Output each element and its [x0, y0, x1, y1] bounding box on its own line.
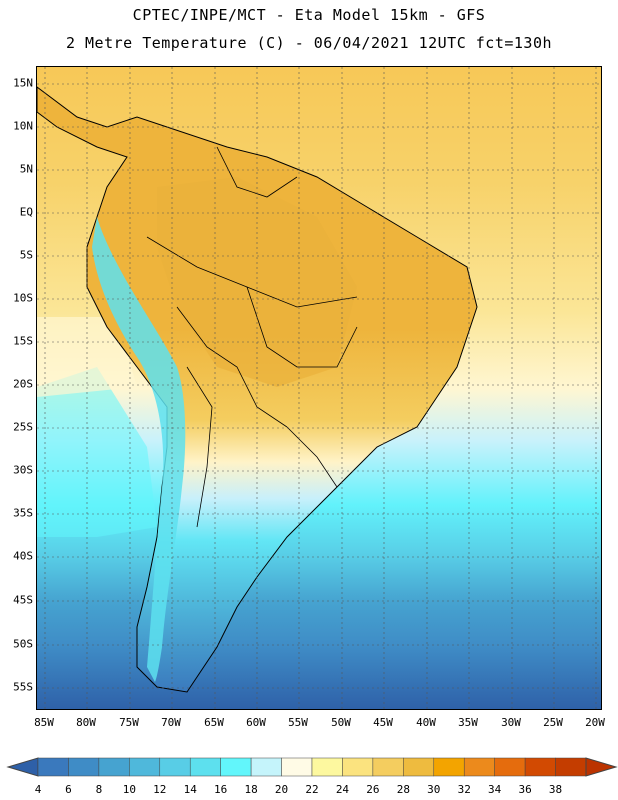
- lat-label: 25S: [13, 420, 33, 434]
- country-borders: [146, 146, 358, 528]
- colorbar-swatch: [342, 757, 374, 777]
- colorbar-swatch: [98, 757, 130, 777]
- lon-label: 65W: [204, 716, 224, 729]
- colorbar-over-arrow: [585, 757, 618, 777]
- lon-label: 20W: [585, 716, 605, 729]
- lat-label: EQ: [19, 205, 33, 219]
- lat-label: 20S: [13, 377, 33, 391]
- lat-label: 5S: [19, 248, 33, 262]
- lon-label: 85W: [34, 716, 54, 729]
- title-line-2: 2 Metre Temperature (C) - 06/04/2021 12U…: [65, 34, 553, 52]
- lat-label: 55S: [13, 680, 33, 694]
- colorbar-label: 30: [427, 783, 441, 796]
- lat-label: 5N: [19, 162, 33, 176]
- colorbar-swatch: [463, 757, 495, 777]
- colorbar-label: 36: [518, 783, 532, 796]
- colorbar-label: 4: [34, 783, 42, 796]
- lat-label: 15S: [13, 334, 33, 348]
- colorbar-swatch: [189, 757, 221, 777]
- lat-label: 15N: [13, 76, 33, 90]
- colorbar-label: 38: [548, 783, 563, 796]
- lon-label: 55W: [288, 716, 308, 729]
- colorbar-label: 28: [396, 783, 410, 796]
- colorbar-swatch: [494, 757, 526, 777]
- colorbar-label: 8: [95, 783, 103, 796]
- colorbar-under-arrow: [6, 757, 39, 777]
- lat-label: 30S: [13, 463, 33, 477]
- lat-label: 35S: [13, 506, 33, 520]
- colorbar-label: 6: [65, 783, 72, 796]
- colorbar-swatch: [311, 757, 343, 777]
- colorbar-label: 22: [305, 783, 319, 796]
- colorbar-swatch: [403, 757, 435, 777]
- colorbar-swatch: [524, 757, 556, 777]
- colorbar-swatch: [68, 757, 100, 777]
- colorbar-swatch: [129, 757, 161, 777]
- lon-label: 45W: [373, 716, 393, 729]
- colorbar-swatch: [250, 757, 282, 777]
- colorbar-label: 34: [488, 783, 502, 796]
- colorbar-label: 10: [122, 783, 136, 796]
- title-line-1: CPTEC/INPE/MCT - Eta Model 15km - GFS: [132, 6, 486, 24]
- colorbar-label: 16: [214, 783, 228, 796]
- colorbar: [6, 757, 618, 777]
- colorbar-label: 24: [335, 783, 350, 796]
- temperature-map: [36, 66, 602, 710]
- lon-label: 35W: [458, 716, 478, 729]
- colorbar-swatch: [555, 757, 587, 777]
- lon-label: 75W: [119, 716, 139, 729]
- lat-lon-grid: [37, 67, 601, 709]
- colorbar-label: 18: [244, 783, 258, 796]
- lon-label: 25W: [543, 716, 563, 729]
- lat-label: 10N: [13, 119, 33, 133]
- colorbar-label: 20: [274, 783, 289, 796]
- colorbar-swatch: [372, 757, 404, 777]
- colorbar-swatch: [37, 757, 69, 777]
- lon-label: 40W: [416, 716, 436, 729]
- colorbar-label: 12: [153, 783, 167, 796]
- colorbar-label: 14: [183, 783, 197, 796]
- colorbar-label: 32: [457, 783, 471, 796]
- colorbar-label: 26: [366, 783, 380, 796]
- lat-label: 10S: [13, 291, 33, 305]
- colorbar-swatch: [159, 757, 191, 777]
- lat-label: 45S: [13, 593, 33, 607]
- lon-label: 30W: [501, 716, 521, 729]
- lat-label: 50S: [13, 637, 33, 651]
- colorbar-swatch: [281, 757, 313, 777]
- colorbar-swatch: [220, 757, 252, 777]
- lon-label: 80W: [76, 716, 96, 729]
- lat-label: 40S: [13, 549, 33, 563]
- lon-label: 50W: [331, 716, 351, 729]
- lon-label: 60W: [246, 716, 266, 729]
- colorbar-swatch: [433, 757, 465, 777]
- lon-label: 70W: [161, 716, 181, 729]
